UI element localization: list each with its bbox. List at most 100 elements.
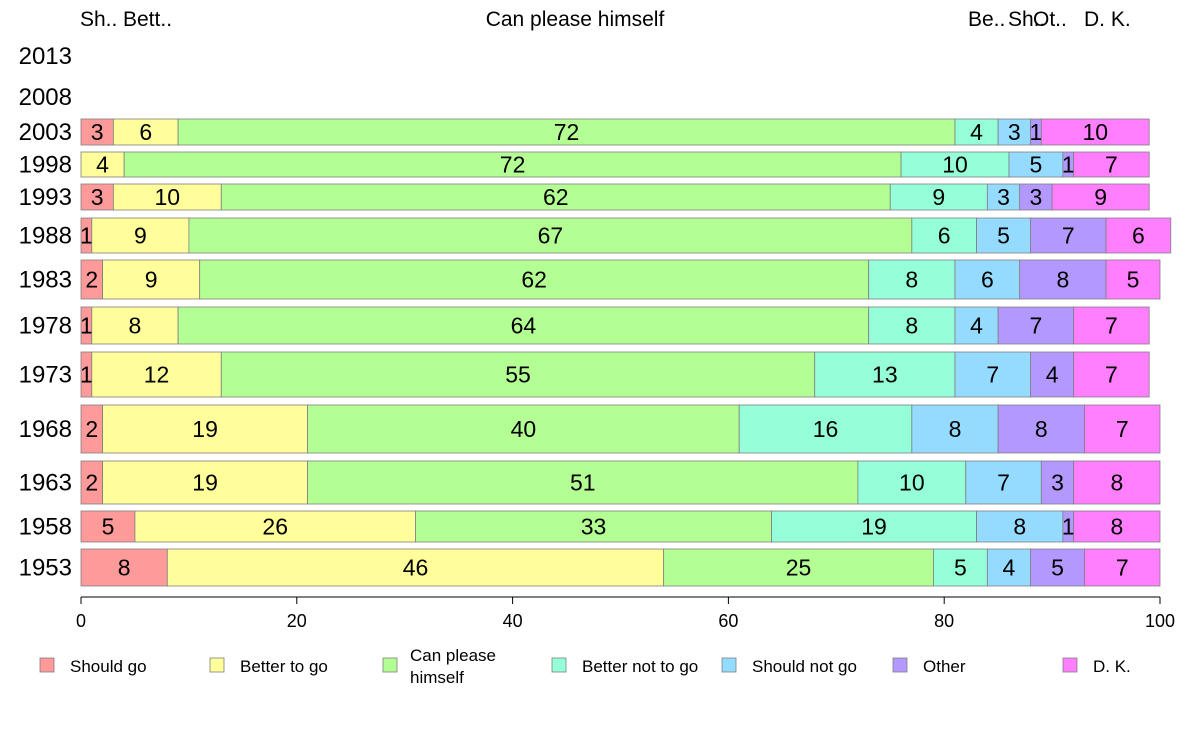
data-label: 9 <box>145 267 158 293</box>
y-axis-labels: 2013 2008 2003 1998 1993 1988 1983 1978 1973 1968… <box>19 43 72 582</box>
legend-swatch <box>209 657 225 673</box>
data-label: 19 <box>192 470 218 496</box>
data-label: 1 <box>80 223 93 249</box>
bar-segment <box>997 404 1085 454</box>
bar-segment <box>663 548 934 587</box>
legend-label: Better to go <box>240 657 328 676</box>
data-label: 8 <box>905 267 918 293</box>
data-label: 7 <box>1116 555 1129 581</box>
y-tick-label: 2013 <box>19 43 72 70</box>
data-label: 1 <box>80 362 93 388</box>
y-tick-label: 1983 <box>19 267 72 294</box>
data-label: 7 <box>1105 313 1118 339</box>
legend-label: Better not to go <box>582 657 698 676</box>
data-label: 25 <box>786 555 812 581</box>
y-tick-label: 2003 <box>19 119 72 146</box>
data-label: 6 <box>981 267 994 293</box>
x-tick-label: 40 <box>503 611 523 631</box>
bar-segment <box>976 510 1064 543</box>
bar-segment <box>80 151 125 178</box>
bar-segment <box>1019 259 1107 300</box>
data-label: 8 <box>1110 470 1123 496</box>
bar-segment <box>1040 118 1150 146</box>
data-label: 1 <box>1062 514 1075 540</box>
bar-segment <box>900 151 1010 178</box>
data-label: 5 <box>102 514 115 540</box>
top-label: Ot.. <box>1033 8 1067 31</box>
data-label: 2 <box>85 416 98 442</box>
data-label: 72 <box>500 152 526 178</box>
data-label: 33 <box>581 514 607 540</box>
y-tick-label: 1993 <box>19 184 72 211</box>
y-tick-label: 1963 <box>19 470 72 497</box>
data-label: 7 <box>1105 362 1118 388</box>
data-label: 3 <box>1030 184 1043 210</box>
bar-segment <box>307 460 859 505</box>
data-label: 19 <box>861 514 887 540</box>
x-axis: 0 20 40 60 80 100 <box>76 596 1175 631</box>
data-label: 7 <box>1116 416 1129 442</box>
bar-segment <box>123 151 902 178</box>
x-tick-label: 0 <box>76 611 86 631</box>
bar-segment <box>986 548 1031 587</box>
legend-label: D. K. <box>1093 657 1131 676</box>
bar-segment <box>199 259 870 300</box>
data-label: 72 <box>554 119 580 145</box>
bar-segment <box>911 404 999 454</box>
top-label: Bett.. <box>123 8 172 31</box>
x-tick-label: 60 <box>718 611 738 631</box>
top-label: Sh.. <box>80 8 117 31</box>
data-label: 10 <box>899 470 925 496</box>
bar-segment <box>738 404 913 454</box>
data-label: 4 <box>1046 362 1059 388</box>
bar-segment <box>188 217 913 254</box>
x-tick-label: 80 <box>934 611 954 631</box>
bars: 3 6 72 4 3 1 104 72 10 5 1 73 10 62 9 3 3 91 9 67 6 5 7 62 9 62 8 6… <box>80 118 1172 587</box>
bar-segment <box>889 183 988 211</box>
bar-segment <box>102 460 308 505</box>
y-tick-label: 1953 <box>19 555 72 582</box>
bar-segment <box>112 118 179 146</box>
legend-swatch <box>1062 657 1078 673</box>
x-tick-label: 20 <box>287 611 307 631</box>
bar-segment <box>933 548 988 587</box>
data-label: 4 <box>96 152 109 178</box>
bar-segment <box>868 306 956 345</box>
data-label: 8 <box>129 313 142 339</box>
bar-segment <box>976 217 1031 254</box>
bar-segment <box>954 306 999 345</box>
data-label: 1 <box>80 313 93 339</box>
bar-segment <box>997 306 1075 345</box>
legend: Should go Better to go Can please himself Be… <box>39 646 1131 687</box>
bar-segment <box>415 510 772 543</box>
legend-label: Other <box>923 657 966 676</box>
top-label: Be.. <box>968 8 1005 31</box>
bar-segment <box>102 259 201 300</box>
bar-segment <box>1105 259 1161 300</box>
y-tick-label: 1988 <box>19 223 72 250</box>
bar-segment <box>857 460 967 505</box>
data-label: 8 <box>949 416 962 442</box>
data-label: 1 <box>1030 119 1043 145</box>
top-label: Sh.. <box>1008 8 1045 31</box>
bar-segment <box>1084 548 1161 587</box>
data-label: 62 <box>543 184 569 210</box>
y-tick-label: 1968 <box>19 416 72 443</box>
bar-segment <box>91 306 179 345</box>
data-label: 19 <box>192 416 218 442</box>
data-label: 8 <box>1013 514 1026 540</box>
data-label: 8 <box>1056 267 1069 293</box>
data-label: 10 <box>942 152 968 178</box>
data-label: 7 <box>1105 152 1118 178</box>
data-label: 7 <box>986 362 999 388</box>
data-label: 5 <box>1051 555 1064 581</box>
data-label: 3 <box>91 184 104 210</box>
data-label: 7 <box>997 470 1010 496</box>
legend-swatch <box>551 657 567 673</box>
data-label: 3 <box>1051 470 1064 496</box>
bar-segment <box>80 510 136 543</box>
data-label: 9 <box>1094 184 1107 210</box>
data-label: 62 <box>521 267 547 293</box>
data-label: 6 <box>139 119 152 145</box>
top-label: Can please himself <box>486 8 665 31</box>
